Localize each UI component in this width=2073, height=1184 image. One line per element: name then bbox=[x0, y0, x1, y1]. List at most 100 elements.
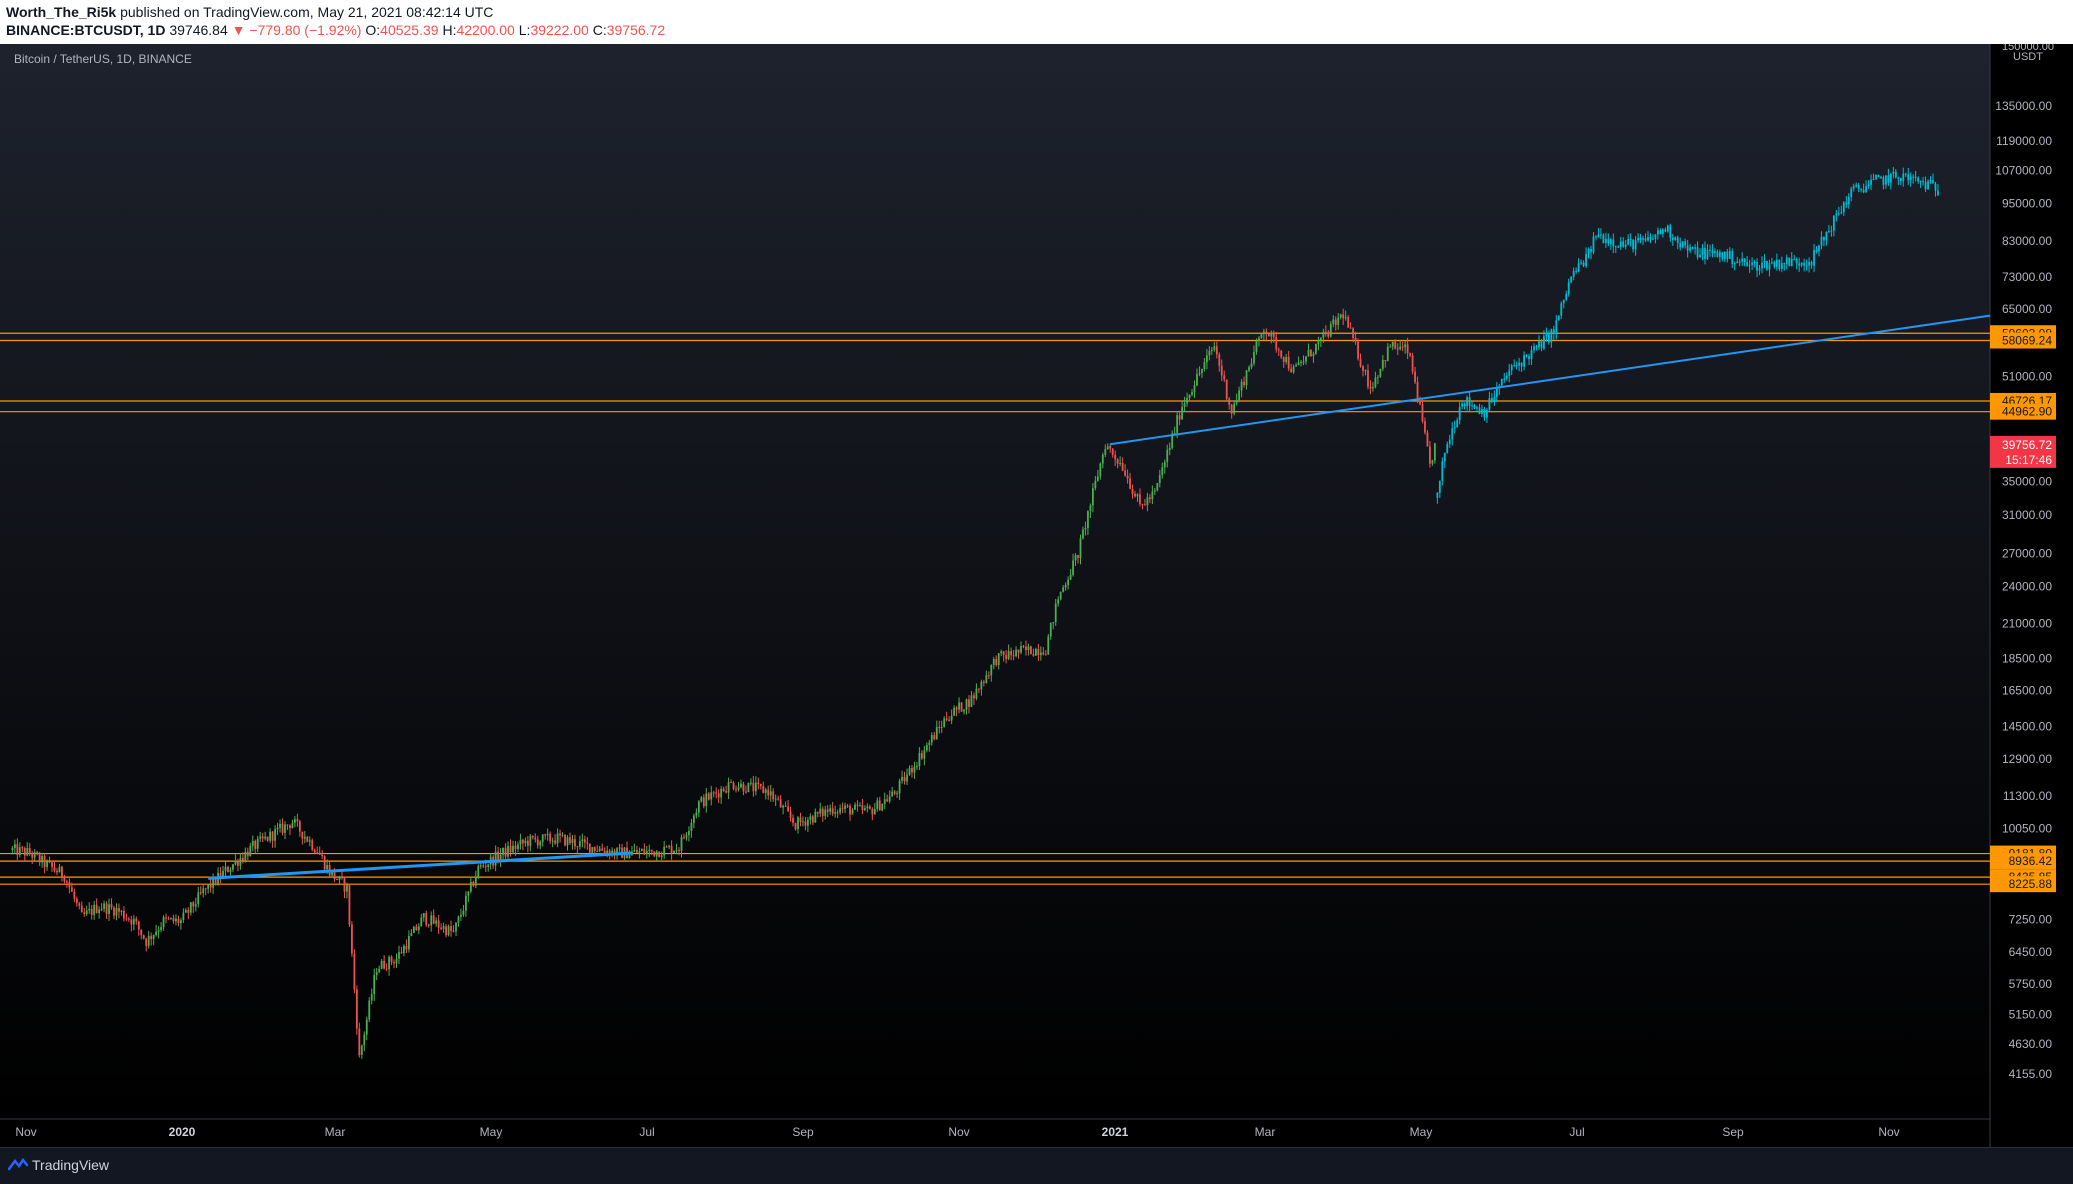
candle-2019-12-21[interactable] bbox=[152, 934, 155, 946]
candle-2021-08-25[interactable] bbox=[1671, 233, 1674, 246]
candle-2020-01-22[interactable] bbox=[232, 863, 234, 872]
candle-2020-07-31[interactable] bbox=[705, 787, 708, 813]
candle-2020-08-30[interactable] bbox=[779, 794, 782, 808]
candle-2021-01-16[interactable] bbox=[1124, 464, 1127, 477]
candle-2020-04-14[interactable] bbox=[437, 914, 440, 935]
candle-2021-05-18[interactable] bbox=[1426, 430, 1429, 447]
candle-2019-12-06[interactable] bbox=[115, 903, 118, 921]
candle-2020-09-07[interactable] bbox=[799, 812, 802, 827]
candle-2019-11-27[interactable] bbox=[93, 900, 96, 920]
candle-2021-09-22[interactable] bbox=[1741, 252, 1744, 266]
candle-2021-11-13[interactable] bbox=[1870, 174, 1872, 191]
candle-2020-08-07[interactable] bbox=[722, 786, 725, 793]
candle-2020-02-01[interactable] bbox=[256, 835, 259, 853]
candle-2020-04-02[interactable] bbox=[408, 930, 410, 953]
candle-2020-04-28[interactable] bbox=[472, 880, 475, 888]
candle-2020-02-09[interactable] bbox=[276, 822, 279, 836]
candle-2021-07-25[interactable] bbox=[1595, 235, 1597, 241]
candle-2020-10-20[interactable] bbox=[906, 768, 908, 785]
candle-2021-06-09[interactable] bbox=[1481, 404, 1483, 418]
candle-2020-03-23[interactable] bbox=[383, 955, 386, 970]
candle-2020-10-17[interactable] bbox=[898, 778, 901, 801]
candle-2019-10-29[interactable] bbox=[21, 845, 24, 853]
candle-2021-11-26[interactable] bbox=[1902, 167, 1905, 187]
candle-2021-10-22[interactable] bbox=[1815, 245, 1818, 254]
candle-2020-01-12[interactable] bbox=[207, 884, 210, 894]
candle-2020-07-14[interactable] bbox=[663, 840, 666, 859]
candle-2020-03-10[interactable] bbox=[351, 921, 353, 957]
candle-2021-03-28[interactable] bbox=[1300, 360, 1302, 367]
candle-2021-02-25[interactable] bbox=[1223, 370, 1226, 382]
candle-2020-12-20[interactable] bbox=[1057, 596, 1060, 607]
candle-2021-03-10[interactable] bbox=[1255, 338, 1258, 355]
candle-2020-06-17[interactable] bbox=[596, 845, 599, 853]
candle-2020-12-31[interactable] bbox=[1084, 521, 1087, 536]
candle-2021-04-19[interactable] bbox=[1354, 331, 1357, 345]
candle-2021-02-17[interactable] bbox=[1203, 358, 1206, 372]
candle-2020-04-10[interactable] bbox=[427, 923, 430, 928]
candle-2019-12-07[interactable] bbox=[118, 903, 120, 919]
candle-2020-02-23[interactable] bbox=[311, 838, 314, 852]
candle-2021-12-10[interactable] bbox=[1937, 184, 1939, 197]
candle-2020-03-13[interactable] bbox=[358, 1022, 361, 1058]
candle-2020-11-11[interactable] bbox=[960, 702, 963, 712]
candle-2020-02-20[interactable] bbox=[303, 830, 306, 844]
candle-2021-11-22[interactable] bbox=[1892, 167, 1895, 179]
candle-2020-11-03[interactable] bbox=[940, 720, 943, 733]
candle-2021-09-14[interactable] bbox=[1721, 251, 1724, 262]
candle-2020-07-09[interactable] bbox=[650, 849, 653, 856]
candle-2020-07-24[interactable] bbox=[688, 826, 690, 842]
candle-2021-07-09[interactable] bbox=[1555, 315, 1558, 340]
candle-2021-04-12[interactable] bbox=[1337, 313, 1340, 330]
candle-2021-10-26[interactable] bbox=[1825, 231, 1828, 246]
candle-2019-10-25[interactable] bbox=[11, 845, 14, 855]
candle-2020-10-10[interactable] bbox=[881, 803, 884, 812]
candle-2020-09-19[interactable] bbox=[829, 804, 832, 815]
trend-line[interactable] bbox=[208, 851, 633, 880]
candle-2020-03-16[interactable] bbox=[365, 1016, 368, 1041]
candle-2019-11-29[interactable] bbox=[98, 906, 101, 919]
candle-2021-05-01[interactable] bbox=[1384, 360, 1387, 368]
candle-2020-01-03[interactable] bbox=[184, 908, 187, 913]
candle-2020-01-25[interactable] bbox=[239, 853, 242, 870]
candle-2021-11-12[interactable] bbox=[1867, 180, 1870, 189]
candle-2021-03-03[interactable] bbox=[1238, 386, 1241, 403]
candle-2021-11-04[interactable] bbox=[1847, 193, 1850, 209]
candle-2020-01-17[interactable] bbox=[219, 866, 222, 884]
candle-2020-11-18[interactable] bbox=[977, 688, 980, 693]
candle-2020-12-23[interactable] bbox=[1064, 582, 1067, 591]
candle-2021-03-30[interactable] bbox=[1305, 356, 1307, 365]
candle-2021-08-28[interactable] bbox=[1679, 237, 1682, 251]
candle-2020-10-26[interactable] bbox=[920, 750, 923, 760]
candle-2020-12-09[interactable] bbox=[1030, 645, 1032, 655]
candle-2021-09-27[interactable] bbox=[1753, 259, 1756, 268]
candle-2020-01-01[interactable] bbox=[180, 917, 182, 930]
candle-2020-06-05[interactable] bbox=[566, 835, 569, 851]
candle-2021-05-26[interactable] bbox=[1446, 441, 1449, 454]
candle-2021-06-05[interactable] bbox=[1471, 401, 1473, 410]
candle-2020-11-10[interactable] bbox=[958, 697, 960, 714]
candle-2020-05-31[interactable] bbox=[554, 834, 557, 846]
candle-2021-02-24[interactable] bbox=[1220, 359, 1223, 382]
candle-2020-12-13[interactable] bbox=[1039, 646, 1042, 661]
candle-2020-01-07[interactable] bbox=[194, 897, 197, 912]
candle-2019-12-17[interactable] bbox=[142, 934, 145, 940]
candle-2020-04-21[interactable] bbox=[455, 922, 457, 937]
candle-2021-02-28[interactable] bbox=[1230, 403, 1233, 419]
candle-2021-07-21[interactable] bbox=[1585, 247, 1587, 268]
candle-2020-11-14[interactable] bbox=[968, 695, 970, 714]
candle-2020-04-03[interactable] bbox=[410, 928, 413, 937]
candle-2021-04-24[interactable] bbox=[1367, 364, 1369, 390]
candle-2021-03-01[interactable] bbox=[1233, 400, 1236, 416]
candle-2020-08-19[interactable] bbox=[752, 775, 755, 797]
candle-2020-06-06[interactable] bbox=[569, 832, 571, 846]
candle-2021-09-03[interactable] bbox=[1694, 244, 1696, 255]
candle-2019-11-05[interactable] bbox=[38, 851, 41, 866]
candle-2021-06-26[interactable] bbox=[1523, 351, 1525, 371]
candle-2021-08-31[interactable] bbox=[1686, 239, 1689, 258]
candle-2020-12-03[interactable] bbox=[1015, 646, 1017, 658]
candle-2019-12-02[interactable] bbox=[105, 901, 108, 919]
candle-2020-03-14[interactable] bbox=[360, 1044, 363, 1059]
level-price-label[interactable]: 58069.24 bbox=[1990, 332, 2056, 349]
